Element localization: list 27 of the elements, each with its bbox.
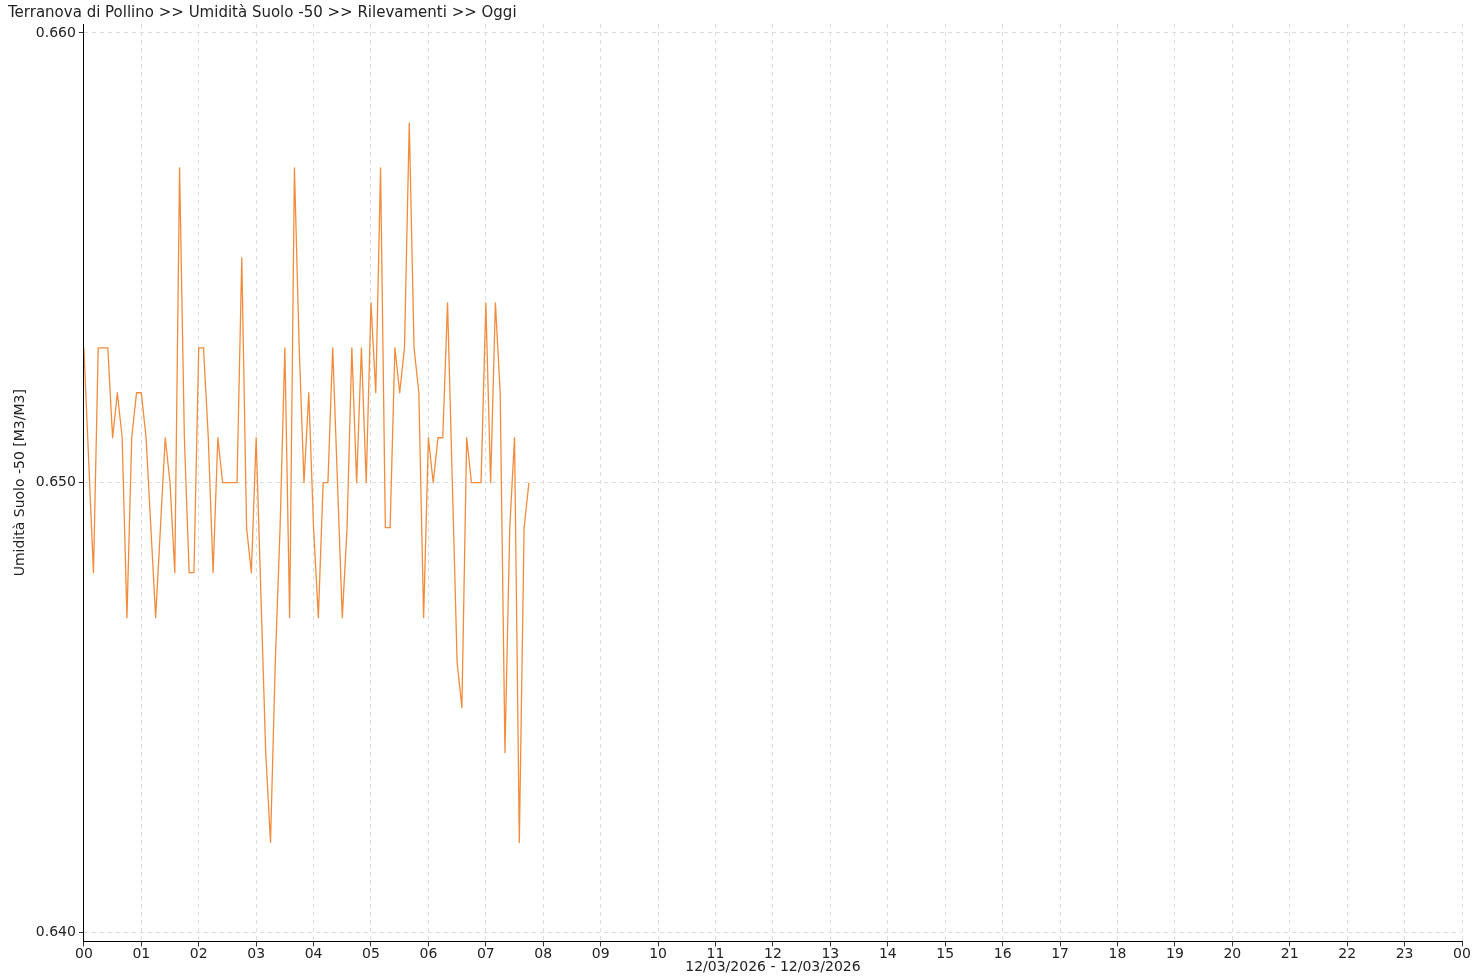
x-tick-label: 23 — [1395, 945, 1414, 962]
x-tick-label: 22 — [1338, 945, 1357, 962]
x-tick-label: 17 — [1051, 945, 1069, 962]
x-tick-label: 08 — [534, 945, 553, 962]
y-tick-label: 0.640 — [35, 923, 76, 940]
x-tick-label: 01 — [132, 945, 151, 962]
x-tick-label: 09 — [591, 945, 610, 962]
x-tick-label: 20 — [1223, 945, 1242, 962]
x-tick-label: 06 — [419, 945, 438, 962]
x-tick-label: 10 — [649, 945, 668, 962]
x-tick-label: 18 — [1108, 945, 1127, 962]
x-tick-label: 14 — [878, 945, 897, 962]
y-tick-label: 0.650 — [35, 473, 76, 490]
x-tick-label: 07 — [476, 945, 495, 962]
y-axis-title: Umidità Suolo -50 [M3/M3] — [11, 389, 28, 577]
y-tick-label: 0.660 — [35, 23, 76, 40]
x-tick-label: 05 — [362, 945, 380, 962]
x-tick-label: 00 — [74, 945, 93, 962]
x-tick-label: 19 — [1165, 945, 1184, 962]
x-tick-label: 16 — [993, 945, 1012, 962]
x-tick-label: 03 — [247, 945, 266, 962]
chart-title: Terranova di Pollino >> Umidità Suolo -50 >> Rilevamenti >> Oggi — [7, 2, 517, 21]
x-tick-label: 00 — [1453, 945, 1471, 962]
x-tick-label: 02 — [189, 945, 208, 962]
x-tick-label: 21 — [1280, 945, 1299, 962]
x-tick-label: 04 — [304, 945, 323, 962]
x-tick-label: 15 — [936, 945, 955, 962]
